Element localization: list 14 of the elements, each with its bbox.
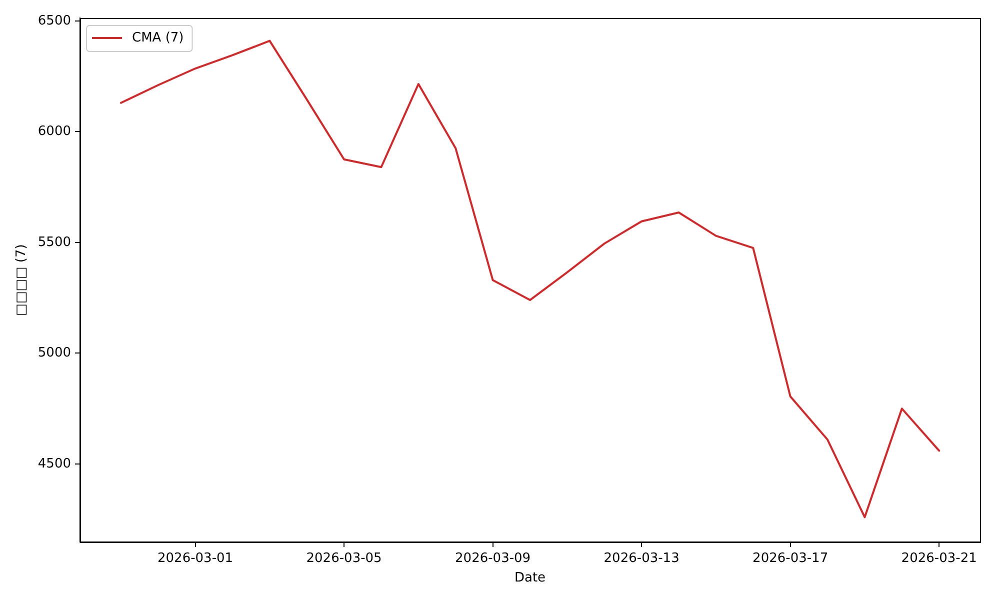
x-tick-label: 2026-03-21 (901, 551, 977, 566)
y-axis-title: □□□□ (7) (14, 244, 30, 316)
y-tick-label: 6500 (38, 13, 71, 28)
x-tick-label: 2026-03-13 (604, 551, 680, 566)
y-tick-label: 4500 (38, 456, 71, 472)
x-tick-label: 2026-03-09 (455, 551, 531, 566)
y-tick-label: 5000 (38, 346, 71, 361)
x-axis-title: Date (514, 570, 546, 586)
y-tick-label: 5500 (38, 234, 71, 250)
x-tick-label: 2026-03-01 (158, 551, 234, 566)
y-tick-label: 6000 (38, 124, 71, 140)
legend-label: CMA (7) (132, 30, 184, 46)
x-tick-label: 2026-03-05 (306, 551, 382, 566)
x-tick-label: 2026-03-17 (752, 551, 828, 566)
